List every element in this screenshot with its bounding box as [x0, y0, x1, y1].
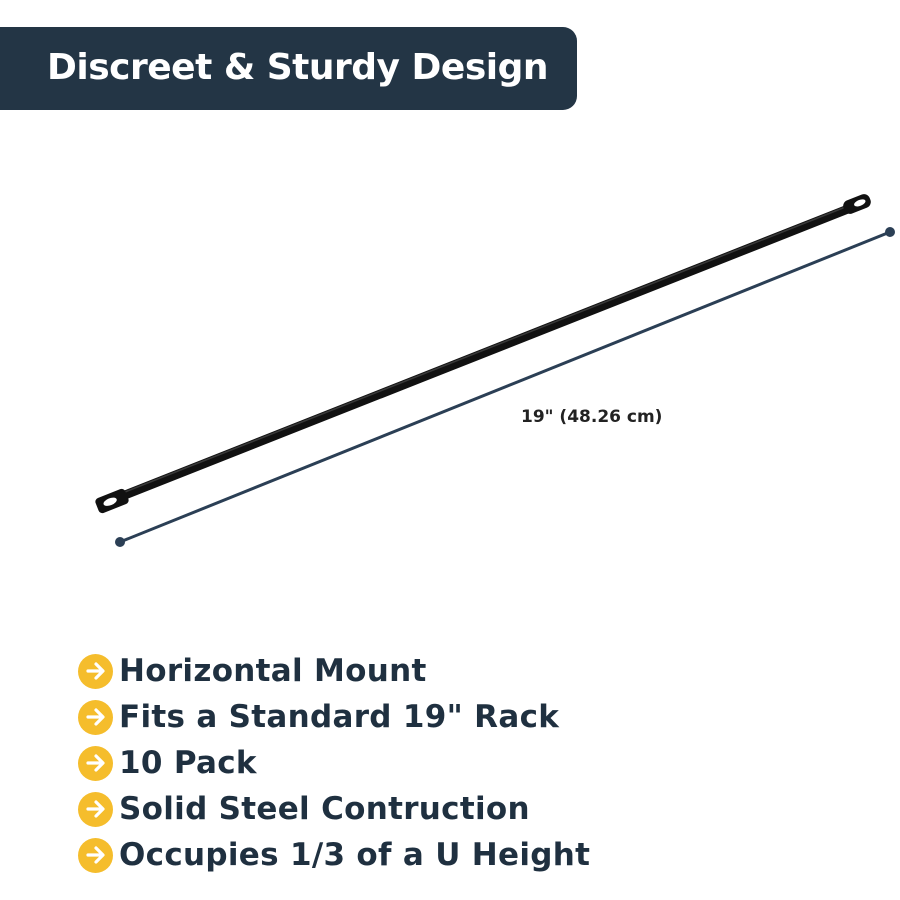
- dimension-label: 19" (48.26 cm): [521, 407, 663, 427]
- dimension-line: [115, 227, 895, 547]
- arrow-right-circle-icon: [78, 791, 113, 827]
- title-banner: Discreet & Sturdy Design: [0, 27, 577, 110]
- feature-text: Solid Steel Contruction: [119, 791, 530, 827]
- arrow-right-circle-icon: [78, 745, 113, 781]
- feature-text: Occupies 1/3 of a U Height: [119, 837, 591, 873]
- lacing-bar-image: [95, 194, 871, 514]
- feature-text: Fits a Standard 19" Rack: [119, 699, 560, 735]
- feature-item: Occupies 1/3 of a U Height: [78, 832, 590, 878]
- feature-item: Solid Steel Contruction: [78, 786, 590, 832]
- page-title: Discreet & Sturdy Design: [47, 47, 549, 88]
- feature-item: Horizontal Mount: [78, 648, 590, 694]
- feature-item: 10 Pack: [78, 740, 590, 786]
- arrow-right-circle-icon: [78, 837, 113, 873]
- feature-item: Fits a Standard 19" Rack: [78, 694, 590, 740]
- feature-list: Horizontal Mount Fits a Standard 19" Rac…: [78, 648, 590, 878]
- feature-text: 10 Pack: [119, 745, 257, 781]
- arrow-right-circle-icon: [78, 653, 113, 689]
- feature-text: Horizontal Mount: [119, 653, 427, 689]
- arrow-right-circle-icon: [78, 699, 113, 735]
